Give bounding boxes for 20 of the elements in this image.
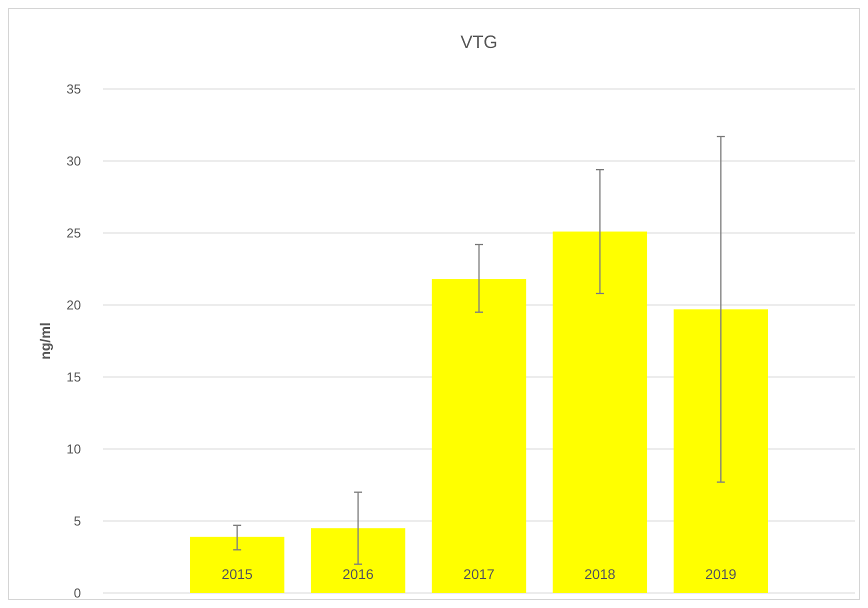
x-tick-label: 2016 bbox=[342, 566, 374, 582]
y-tick-label: 35 bbox=[66, 82, 81, 97]
chart-title: VTG bbox=[460, 32, 498, 52]
x-tick-label: 2015 bbox=[222, 566, 253, 582]
y-tick-label: 15 bbox=[66, 370, 81, 385]
y-tick-label: 0 bbox=[74, 586, 81, 601]
bar bbox=[674, 309, 768, 593]
x-tick-label: 2019 bbox=[705, 566, 737, 582]
y-tick-label: 30 bbox=[66, 154, 81, 169]
bar bbox=[552, 232, 648, 593]
x-tick-label: 2017 bbox=[463, 566, 495, 582]
y-tick-label: 20 bbox=[66, 298, 81, 313]
x-tick-label: 2018 bbox=[584, 566, 616, 582]
y-tick-label: 10 bbox=[66, 442, 81, 457]
bar bbox=[310, 528, 406, 593]
y-tick-label: 25 bbox=[66, 226, 81, 241]
bar bbox=[190, 536, 284, 593]
y-axis-title: ng/ml bbox=[37, 322, 53, 360]
bar bbox=[432, 279, 526, 593]
y-tick-label: 5 bbox=[74, 514, 81, 529]
